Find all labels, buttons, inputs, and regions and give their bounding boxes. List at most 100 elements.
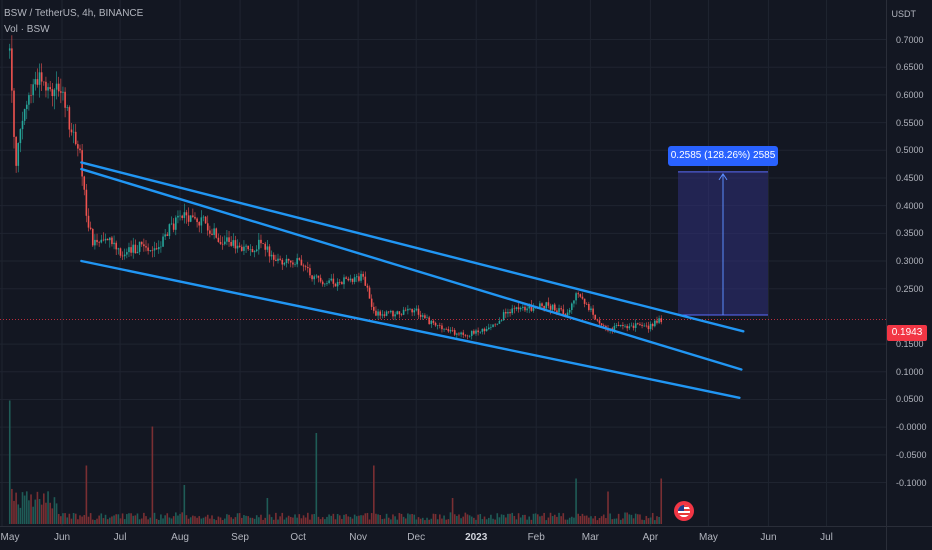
volume-bar — [594, 516, 597, 524]
x-tick-label: Dec — [407, 532, 426, 543]
lower-channel-line[interactable] — [80, 259, 741, 399]
y-tick-label: 0.1000 — [896, 366, 924, 377]
volume-bar — [464, 512, 467, 524]
y-tick-label: 0.0500 — [896, 394, 924, 405]
volume-bar — [187, 518, 190, 524]
volume-bar — [490, 514, 492, 524]
candle-body — [228, 237, 230, 242]
candle-body — [119, 248, 122, 256]
volume-bar — [581, 513, 584, 524]
candle-body — [138, 241, 141, 252]
candle-body — [383, 314, 386, 316]
candle-body — [613, 325, 616, 331]
x-tick-label: Jul — [820, 532, 833, 543]
middle-channel-line[interactable] — [80, 167, 743, 371]
candle-body — [364, 276, 367, 286]
volume-bar — [622, 518, 624, 524]
candle-body — [206, 223, 209, 231]
volume-bar — [343, 514, 345, 524]
candle-body — [91, 228, 94, 246]
us-flag-icon[interactable] — [674, 501, 694, 521]
candle-body — [449, 330, 452, 332]
volume-bar — [398, 513, 401, 524]
candle-body — [622, 325, 624, 326]
volume-bar — [100, 513, 103, 524]
candle-body — [502, 312, 505, 321]
volume-bar — [49, 502, 51, 524]
candle-body — [153, 248, 156, 251]
candle-body — [253, 251, 256, 253]
candle-body — [407, 308, 409, 311]
candle-body — [223, 241, 226, 245]
candle-body — [57, 83, 60, 92]
volume-bar — [200, 518, 203, 524]
candle-body — [307, 267, 309, 269]
candle-body — [615, 324, 618, 326]
upper-channel-line[interactable] — [80, 161, 745, 333]
candle-body — [515, 307, 518, 310]
volume-bar — [183, 485, 186, 524]
volume-bar — [502, 514, 505, 524]
symbol-legend[interactable]: BSW / TetherUS, 4h, BINANCE — [4, 8, 144, 19]
volume-bar — [309, 519, 311, 524]
volume-bar — [513, 515, 516, 524]
candle-body — [564, 314, 567, 316]
volume-bar — [460, 518, 462, 524]
drawings[interactable] — [0, 161, 886, 399]
volume-bar — [281, 512, 284, 524]
candle-body — [128, 247, 130, 253]
candle-body — [375, 310, 377, 316]
volume-bar — [313, 513, 315, 524]
volume-bar — [353, 514, 356, 524]
volume-bar — [475, 519, 477, 524]
volume-bar — [541, 515, 543, 524]
candle-body — [366, 285, 369, 288]
candle-body — [25, 104, 28, 110]
candle-body — [558, 308, 560, 313]
candle-body — [345, 277, 347, 279]
candle-body — [500, 320, 503, 321]
candle-body — [160, 246, 162, 248]
volume-bar — [390, 519, 392, 524]
candle-body — [494, 324, 496, 326]
volume-bar — [85, 465, 88, 524]
volume-bar — [483, 516, 486, 524]
volume-bar — [453, 514, 456, 524]
volume-bar — [600, 516, 603, 524]
candle-body — [15, 136, 17, 166]
volume-bar — [60, 516, 62, 524]
volume-bar — [392, 514, 394, 524]
volume-bar — [15, 492, 17, 524]
volume-bar — [630, 514, 633, 524]
y-tick-label: -0.1000 — [896, 477, 927, 488]
candle-body — [30, 95, 32, 96]
volume-bar — [232, 518, 235, 524]
volume-legend[interactable]: Vol · BSW — [4, 24, 50, 35]
candle-body — [49, 87, 51, 90]
volume-bar — [428, 519, 430, 524]
volume-bar — [143, 512, 145, 524]
volume-bar — [598, 518, 601, 524]
volume-bar — [517, 513, 520, 524]
measure-label[interactable]: 0.2585 (128.26%) 2585 — [668, 146, 778, 166]
candle-body — [109, 237, 111, 241]
candle-body — [102, 239, 105, 241]
volume-bar — [283, 519, 286, 524]
volume-bar — [132, 515, 135, 524]
volume-bar — [419, 518, 422, 524]
candle-body — [277, 258, 279, 261]
candle-body — [47, 87, 49, 91]
volume-bar — [215, 520, 218, 524]
candle-body — [209, 230, 211, 234]
candle-body — [547, 302, 550, 306]
volume-bar — [619, 519, 622, 524]
candle-body — [17, 143, 20, 166]
volume-bar — [234, 517, 237, 524]
volume-bar — [126, 514, 128, 524]
volume-bar — [545, 520, 548, 524]
volume-bar — [247, 516, 249, 524]
candle-body — [398, 311, 401, 315]
candle-body — [104, 238, 107, 241]
